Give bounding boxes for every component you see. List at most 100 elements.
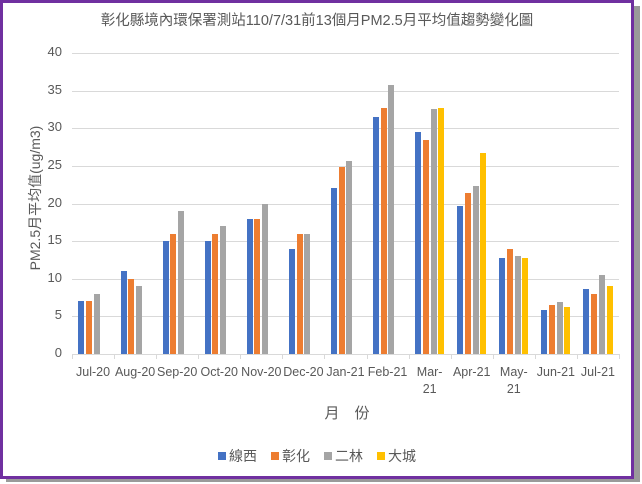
x-tick xyxy=(282,354,284,359)
x-tick xyxy=(534,354,536,359)
bar-Dec-20-彰化 xyxy=(296,233,303,354)
x-tick xyxy=(619,354,620,359)
y-tick-label: 25 xyxy=(47,156,62,172)
bar-Jul-21-二林 xyxy=(598,274,605,354)
bar-Dec-20-二林 xyxy=(304,233,311,354)
gridline xyxy=(72,203,619,205)
bar-Feb-21-線西 xyxy=(373,116,380,354)
bar-May-21-二林 xyxy=(514,256,521,354)
x-tick xyxy=(72,354,73,359)
x-tick-label: Jun-21 xyxy=(536,365,575,379)
plot-area xyxy=(72,53,620,359)
gridline xyxy=(72,316,619,318)
bar-Dec-20-線西 xyxy=(288,248,295,354)
x-tick-label: Mar- 21 xyxy=(416,365,443,396)
bar-Sep-20-線西 xyxy=(162,241,169,354)
bar-May-21-線西 xyxy=(499,257,506,354)
x-tick-label: Oct-20 xyxy=(200,365,238,379)
legend-label: 二林 xyxy=(335,448,363,464)
y-tick-label: 10 xyxy=(47,269,62,285)
x-tick-label: Sep-20 xyxy=(157,365,198,379)
bar-Oct-20-彰化 xyxy=(212,233,219,354)
bar-Mar-21-大城 xyxy=(438,107,445,354)
bar-Jul-21-大城 xyxy=(606,285,613,354)
x-tick xyxy=(450,354,452,359)
y-tick-label: 15 xyxy=(47,232,62,248)
legend-swatch-icon xyxy=(218,452,226,460)
bar-Jul-20-彰化 xyxy=(86,301,93,354)
x-tick-label: Jan-21 xyxy=(326,365,365,379)
bar-Feb-21-彰化 xyxy=(380,107,387,354)
y-tick-label: 40 xyxy=(47,44,62,59)
bar-Sep-20-二林 xyxy=(178,211,185,354)
x-tick xyxy=(240,354,242,359)
x-axis-line xyxy=(72,354,619,355)
chart-title: 彰化縣境內環保署測站110/7/31前13個月PM2.5月平均值趨勢變化圖 xyxy=(100,13,534,29)
bar-Jan-21-線西 xyxy=(330,187,337,354)
y-tick-label: 0 xyxy=(54,345,62,360)
bar-May-21-彰化 xyxy=(506,249,513,354)
gridline xyxy=(72,128,619,130)
gridline xyxy=(72,241,619,243)
x-tick-label: Dec-20 xyxy=(283,365,324,379)
x-axis-title: 月 份 xyxy=(324,405,370,422)
x-tick-label: Jul-21 xyxy=(580,365,615,379)
x-tick-label: Feb-21 xyxy=(367,365,408,379)
legend-label: 線西 xyxy=(229,448,257,464)
bar-Mar-21-線西 xyxy=(415,132,422,354)
y-tick-label: 35 xyxy=(47,81,62,97)
legend-swatch-icon xyxy=(271,452,279,460)
bar-Oct-20-二林 xyxy=(220,226,227,354)
bar-Nov-20-二林 xyxy=(262,203,269,354)
bar-Nov-20-彰化 xyxy=(254,218,261,354)
legend-item: 二林 xyxy=(324,446,363,466)
bar-Aug-20-二林 xyxy=(135,286,142,354)
bar-Feb-21-二林 xyxy=(388,85,395,354)
bar-Jul-21-線西 xyxy=(583,288,590,354)
gridline xyxy=(72,53,619,54)
bar-Apr-21-線西 xyxy=(457,205,464,354)
bar-Jan-21-二林 xyxy=(346,161,353,354)
bar-Oct-20-線西 xyxy=(204,241,211,354)
bar-Sep-20-彰化 xyxy=(170,233,177,354)
bar-Nov-20-線西 xyxy=(246,218,253,354)
bar-Jan-21-彰化 xyxy=(338,166,345,354)
x-tick xyxy=(114,354,116,359)
bar-Aug-20-線西 xyxy=(120,271,127,354)
gridline xyxy=(72,90,619,92)
x-tick-label: Jul-20 xyxy=(76,365,111,379)
bar-Jul-21-彰化 xyxy=(591,293,598,354)
y-tick-label: 30 xyxy=(47,119,62,135)
bar-May-21-大城 xyxy=(522,257,529,354)
x-tick xyxy=(324,354,326,359)
x-tick xyxy=(366,354,368,359)
bar-Apr-21-大城 xyxy=(480,153,487,354)
x-tick xyxy=(198,354,200,359)
bar-Jun-21-二林 xyxy=(556,302,563,354)
bar-Mar-21-二林 xyxy=(430,108,437,354)
x-tick-label: Apr-21 xyxy=(452,365,491,379)
bar-Jul-20-二林 xyxy=(93,293,100,354)
x-tick xyxy=(408,354,410,359)
legend: 線西 彰化 二林 大城 xyxy=(0,446,634,466)
y-tick-label: 5 xyxy=(54,307,62,323)
legend-item: 大城 xyxy=(377,446,416,466)
legend-item: 線西 xyxy=(218,446,257,466)
bar-Jun-21-彰化 xyxy=(549,305,556,354)
x-tick-label: May- 21 xyxy=(499,365,528,396)
bar-Jun-21-大城 xyxy=(564,306,571,354)
chart-frame xyxy=(0,0,634,479)
legend-label: 彰化 xyxy=(282,448,310,464)
y-tick-label: 20 xyxy=(47,194,62,210)
bar-Apr-21-二林 xyxy=(472,186,479,354)
bar-Jun-21-線西 xyxy=(541,309,548,354)
gridline xyxy=(72,165,619,167)
bar-Jul-20-線西 xyxy=(78,301,85,354)
x-tick xyxy=(492,354,494,359)
legend-swatch-icon xyxy=(377,452,385,460)
bar-Mar-21-彰化 xyxy=(422,139,429,354)
legend-swatch-icon xyxy=(324,452,332,460)
bar-Aug-20-彰化 xyxy=(128,278,135,354)
legend-item: 彰化 xyxy=(271,446,310,466)
x-tick xyxy=(156,354,158,359)
